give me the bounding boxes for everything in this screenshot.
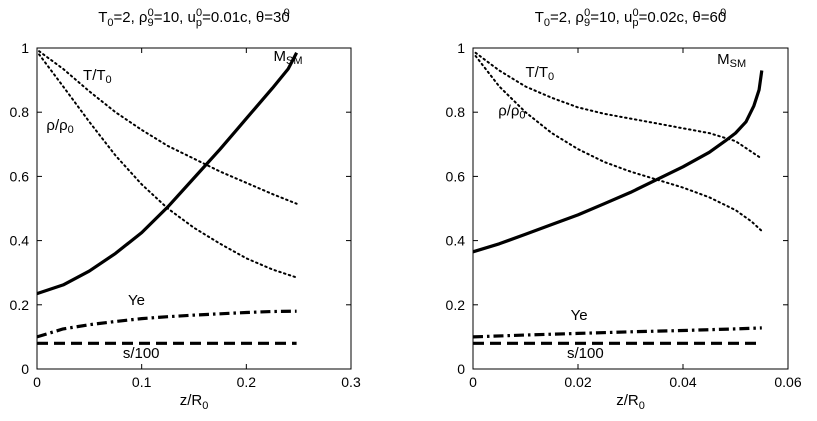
x-axis-label-main: z/R (180, 392, 203, 409)
x-tick-label: 0.2 (237, 374, 257, 390)
curve-label-main: s/100 (123, 345, 160, 362)
x-axis-label-sub: 0 (639, 400, 645, 412)
y-tick-label: 1 (457, 40, 465, 56)
curve-label-sub: 0 (519, 110, 525, 122)
chart-title: T0=2, ρ90=10, up0=0.02c, θ=600 (535, 7, 727, 29)
chart-title-part: =10, u (590, 9, 632, 26)
curve-label-main: Ye (571, 307, 588, 324)
chart-title-part: 0 (107, 17, 113, 29)
series-line-t-t0 (474, 51, 763, 160)
y-tick-label: 0 (457, 361, 465, 377)
x-tick-label: 0 (469, 374, 477, 390)
chart-panel-2: 0 0.02 0.04 0.0600.20.40.60.81MSMT/T0ρ/ρ0Ye… (446, 7, 802, 412)
y-tick-label: 0.2 (10, 297, 30, 313)
x-tick-label: 0.02 (564, 374, 591, 390)
chart-title-part: p (632, 17, 638, 29)
curve-label-t-t0: T/T0 (83, 67, 112, 86)
curve-label-main: M (717, 51, 730, 68)
chart-title-part: T (535, 9, 544, 26)
x-tick-label: 0.06 (774, 374, 801, 390)
chart-title-part: 0 (584, 7, 590, 19)
chart-title-part: 9 (147, 17, 153, 29)
curve-label-s-100: s/100 (567, 345, 604, 362)
curve-label-main: ρ/ρ (46, 117, 67, 134)
y-tick-label: 1 (21, 40, 29, 56)
curve-label-main: ρ/ρ (498, 102, 519, 119)
curve-label-sub: 0 (68, 124, 74, 136)
curve-label-main: T/T (526, 64, 549, 81)
curve-label-sub: SM (286, 55, 303, 67)
x-axis-label: z/R0 (180, 392, 209, 412)
curve-label-main: Ye (128, 292, 145, 309)
axes-frame (36, 47, 352, 370)
y-tick-label: 0.6 (446, 168, 466, 184)
curve-label--0: ρ/ρ0 (46, 117, 73, 136)
axes-frame (472, 47, 789, 370)
series-line-m-sm (472, 70, 764, 254)
x-axis-label: z/R0 (616, 392, 645, 412)
curve-label-main: s/100 (567, 345, 604, 362)
chart-title-part: =2, ρ (550, 9, 584, 26)
x-tick-label: 0.1 (132, 374, 152, 390)
curve-label-t-t0: T/T0 (526, 64, 555, 83)
chart-title-part: T (98, 9, 107, 26)
series-line-ye (36, 309, 297, 339)
curve-label-m-sm: MSM (274, 48, 303, 67)
x-tick-label: 0 (33, 374, 41, 390)
chart-title-part: =2, ρ (113, 9, 147, 26)
series-line--0 (474, 55, 763, 232)
series-line--0 (38, 53, 298, 279)
curve-label-sub: 0 (548, 71, 554, 83)
x-axis-label-sub: 0 (202, 400, 208, 412)
y-tick-label: 0.4 (10, 233, 30, 249)
x-tick-label: 0.04 (669, 374, 696, 390)
curve-label-ye: Ye (571, 307, 588, 324)
x-tick-label: 0.3 (341, 374, 361, 390)
chart-title-part: p (196, 17, 202, 29)
chart-title-part: 9 (584, 17, 590, 29)
y-tick-label: 0.8 (10, 104, 30, 120)
y-tick-label: 0.2 (446, 297, 466, 313)
chart-title-part: 0 (196, 7, 202, 19)
curve-label-ye: Ye (128, 292, 145, 309)
series-line-m-sm (36, 52, 299, 296)
curve-label-sub: SM (730, 58, 747, 70)
chart-title-part: 0 (544, 17, 550, 29)
chart-title-part: 0 (632, 7, 638, 19)
chart-title-part: 0 (148, 7, 154, 19)
chart-title-part: =0.01c, θ=30 (202, 9, 290, 26)
chart-title-part: 0 (720, 7, 726, 19)
curve-label--0: ρ/ρ0 (498, 102, 525, 121)
x-axis-label-main: z/R (616, 392, 639, 409)
curve-label-m-sm: MSM (717, 51, 746, 70)
curve-label-sub: 0 (106, 74, 112, 86)
chart-title-part: =10, u (154, 9, 196, 26)
curve-label-s-100: s/100 (123, 345, 160, 362)
y-tick-label: 0.6 (10, 168, 30, 184)
y-tick-label: 0.8 (446, 104, 466, 120)
chart-title: T0=2, ρ90=10, up0=0.01c, θ=300 (98, 7, 290, 29)
series-line-t-t0 (38, 50, 298, 205)
y-tick-label: 0 (21, 361, 29, 377)
series-line-ye (472, 326, 762, 339)
y-tick-label: 0.4 (446, 233, 466, 249)
chart-title-part: =0.02c, θ=60 (639, 9, 727, 26)
curve-label-main: M (274, 48, 287, 65)
chart-panel-1: 0 0.1 0.2 0.300.20.40.60.81 MSMT/T0ρ/ρ0Yes/1… (10, 7, 361, 412)
chart-title-part: 0 (284, 7, 290, 19)
curve-label-main: T/T (83, 67, 106, 84)
